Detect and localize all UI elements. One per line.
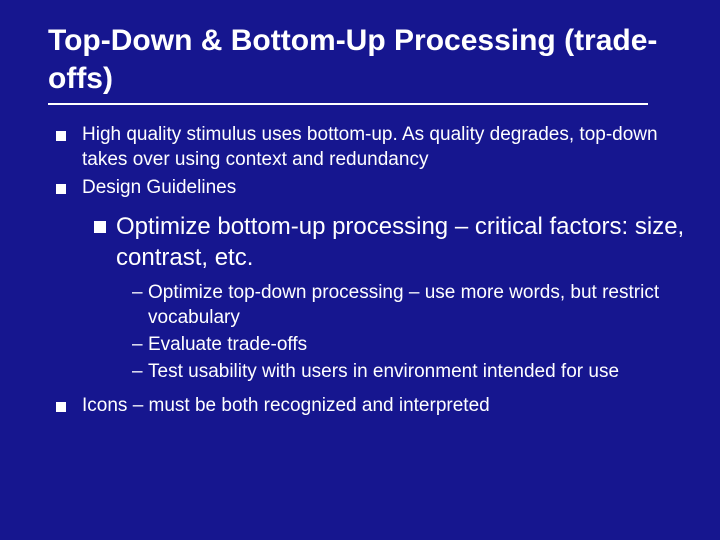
dash-bullet-icon: –	[132, 360, 148, 385]
sub-bullet-group: Optimize bottom-up processing – critical…	[94, 211, 690, 384]
bullet-text: Optimize bottom-up processing – critical…	[116, 211, 690, 273]
bullet-text: Test usability with users in environment…	[148, 360, 619, 385]
dash-bullet-group: – Optimize top-down processing – use mor…	[132, 281, 690, 384]
bullet-level3: – Optimize top-down processing – use mor…	[132, 281, 690, 330]
slide: Top-Down & Bottom-Up Processing (trade-o…	[0, 0, 720, 540]
bullet-level1: High quality stimulus uses bottom-up. As…	[56, 123, 690, 172]
square-bullet-icon	[56, 184, 66, 194]
bullet-lead: Optimize	[116, 213, 211, 240]
dash-bullet-icon: –	[132, 281, 148, 306]
bullet-level1: Icons – must be both recognized and inte…	[56, 394, 690, 419]
bullet-level2: Optimize bottom-up processing – critical…	[94, 211, 690, 273]
slide-title: Top-Down & Bottom-Up Processing (trade-o…	[48, 22, 690, 97]
slide-content: High quality stimulus uses bottom-up. As…	[48, 123, 690, 520]
dash-bullet-icon: –	[132, 333, 148, 358]
bullet-level1: Design Guidelines	[56, 176, 690, 201]
bullet-level3: – Test usability with users in environme…	[132, 360, 690, 385]
title-underline	[48, 103, 648, 105]
bullet-level3: – Evaluate trade-offs	[132, 333, 690, 358]
square-bullet-icon	[94, 221, 106, 233]
bullet-text: Design Guidelines	[82, 176, 236, 201]
square-bullet-icon	[56, 402, 66, 412]
bullet-text: Optimize top-down processing – use more …	[148, 281, 690, 330]
bullet-text: Evaluate trade-offs	[148, 333, 307, 358]
square-bullet-icon	[56, 131, 66, 141]
bullet-text: High quality stimulus uses bottom-up. As…	[82, 123, 690, 172]
bullet-text: Icons – must be both recognized and inte…	[82, 394, 490, 419]
